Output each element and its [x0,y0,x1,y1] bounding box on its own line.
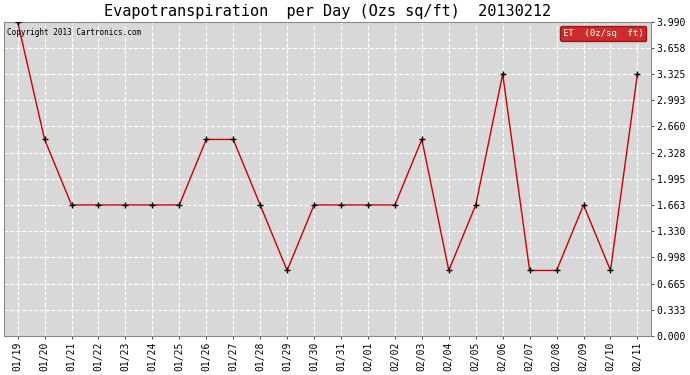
Title: Evapotranspiration  per Day (Ozs sq/ft)  20130212: Evapotranspiration per Day (Ozs sq/ft) 2… [104,4,551,19]
Legend: ET  (0z/sq  ft): ET (0z/sq ft) [560,26,647,40]
Text: Copyright 2013 Cartronics.com: Copyright 2013 Cartronics.com [8,28,141,37]
